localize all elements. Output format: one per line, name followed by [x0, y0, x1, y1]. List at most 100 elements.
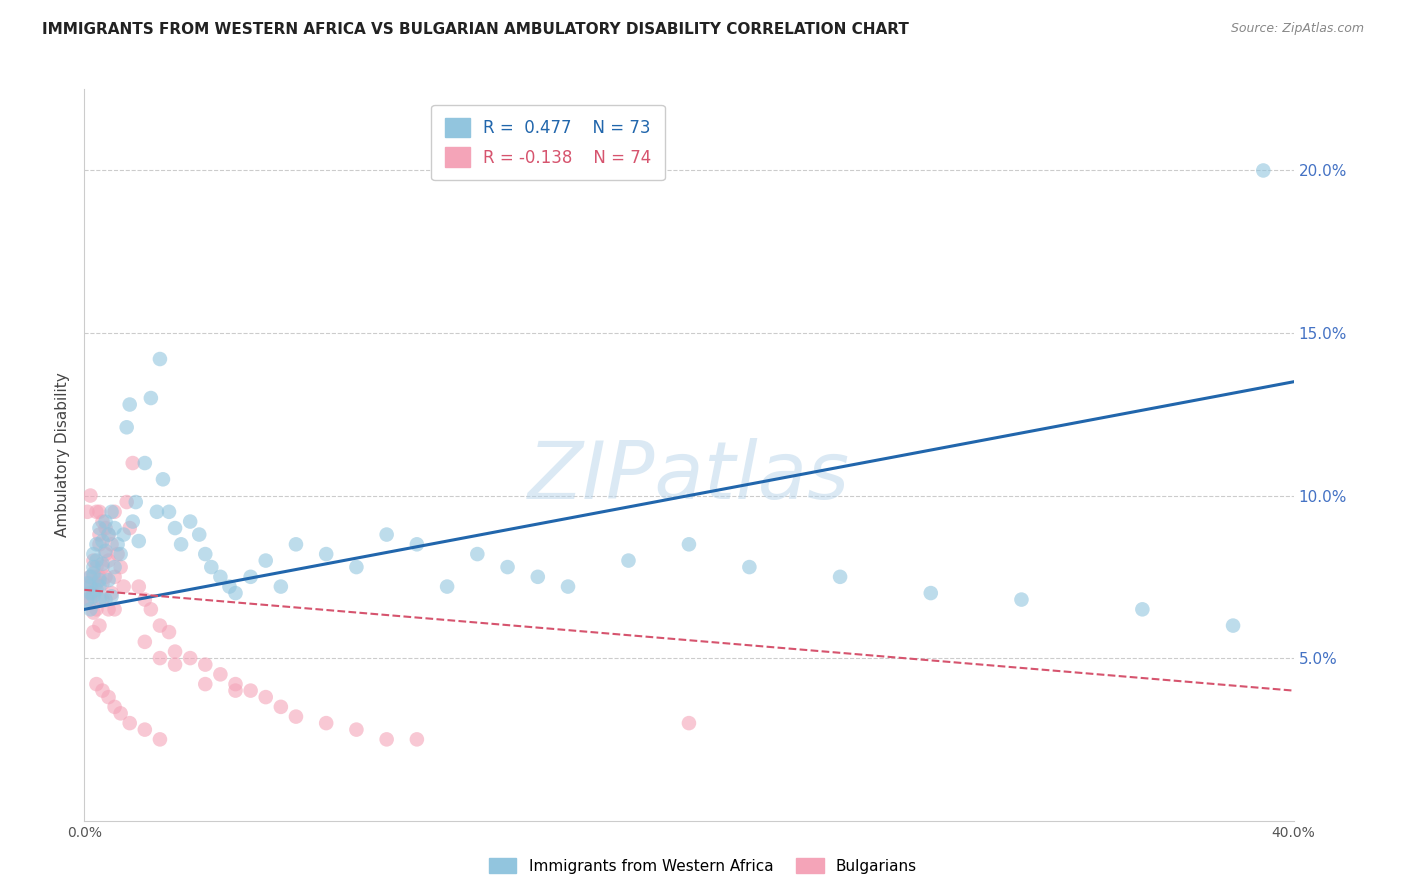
Legend: Immigrants from Western Africa, Bulgarians: Immigrants from Western Africa, Bulgaria… — [482, 852, 924, 880]
Point — [121, 456, 143, 470]
Point — [86, 560, 108, 574]
Point — [91, 515, 114, 529]
Point — [97, 602, 120, 616]
Y-axis label: Ambulatory Disability: Ambulatory Disability — [55, 373, 70, 537]
Point — [91, 534, 114, 549]
Point — [218, 580, 240, 594]
Point — [100, 590, 122, 604]
Point — [139, 602, 162, 616]
Point — [1253, 163, 1275, 178]
Point — [270, 580, 292, 594]
Point — [86, 677, 108, 691]
Point — [225, 677, 247, 691]
Point — [79, 576, 101, 591]
Point — [97, 527, 120, 541]
Point — [94, 515, 117, 529]
Point — [128, 534, 150, 549]
Point — [82, 570, 104, 584]
Point — [346, 723, 368, 737]
Point — [104, 560, 127, 574]
Point — [100, 505, 122, 519]
Point — [1011, 592, 1033, 607]
Point — [270, 699, 292, 714]
Point — [86, 576, 108, 591]
Point — [118, 521, 141, 535]
Point — [86, 505, 108, 519]
Point — [315, 547, 337, 561]
Point — [115, 495, 138, 509]
Point — [149, 732, 172, 747]
Point — [76, 576, 98, 591]
Point — [89, 592, 111, 607]
Point — [107, 547, 129, 561]
Point — [375, 527, 398, 541]
Point — [82, 590, 104, 604]
Point — [89, 573, 111, 587]
Point — [97, 690, 120, 705]
Point — [678, 716, 700, 731]
Point — [254, 690, 277, 705]
Point — [91, 592, 114, 607]
Point — [104, 521, 127, 535]
Point — [239, 570, 262, 584]
Point — [79, 602, 101, 616]
Point — [1222, 618, 1244, 632]
Text: Source: ZipAtlas.com: Source: ZipAtlas.com — [1230, 22, 1364, 36]
Point — [97, 553, 120, 567]
Point — [100, 586, 122, 600]
Point — [76, 505, 98, 519]
Point — [254, 553, 277, 567]
Point — [239, 683, 262, 698]
Point — [76, 592, 98, 607]
Point — [315, 716, 337, 731]
Point — [152, 472, 174, 486]
Point — [149, 618, 172, 632]
Point — [118, 398, 141, 412]
Point — [112, 527, 135, 541]
Point — [209, 667, 232, 681]
Point — [91, 560, 114, 574]
Point — [617, 553, 640, 567]
Point — [406, 732, 429, 747]
Point — [134, 592, 156, 607]
Point — [149, 351, 172, 366]
Point — [225, 683, 247, 698]
Point — [86, 582, 108, 597]
Point — [125, 495, 148, 509]
Point — [79, 586, 101, 600]
Point — [79, 580, 101, 594]
Point — [104, 602, 127, 616]
Point — [738, 560, 761, 574]
Text: IMMIGRANTS FROM WESTERN AFRICA VS BULGARIAN AMBULATORY DISABILITY CORRELATION CH: IMMIGRANTS FROM WESTERN AFRICA VS BULGAR… — [42, 22, 910, 37]
Point — [86, 553, 108, 567]
Point — [94, 547, 117, 561]
Point — [134, 635, 156, 649]
Point — [94, 570, 117, 584]
Point — [110, 547, 132, 561]
Point — [496, 560, 519, 574]
Point — [91, 557, 114, 571]
Point — [165, 521, 187, 535]
Point — [89, 505, 111, 519]
Point — [79, 592, 101, 607]
Point — [104, 570, 127, 584]
Point — [97, 527, 120, 541]
Point — [157, 625, 180, 640]
Point — [194, 677, 217, 691]
Point — [115, 420, 138, 434]
Point — [134, 723, 156, 737]
Point — [346, 560, 368, 574]
Point — [97, 573, 120, 587]
Point — [89, 580, 111, 594]
Point — [170, 537, 193, 551]
Text: ZIPatlas: ZIPatlas — [527, 438, 851, 516]
Point — [112, 580, 135, 594]
Point — [89, 570, 111, 584]
Point — [678, 537, 700, 551]
Point — [100, 537, 122, 551]
Point — [79, 570, 101, 584]
Point — [82, 586, 104, 600]
Point — [557, 580, 579, 594]
Point — [91, 576, 114, 591]
Point — [467, 547, 489, 561]
